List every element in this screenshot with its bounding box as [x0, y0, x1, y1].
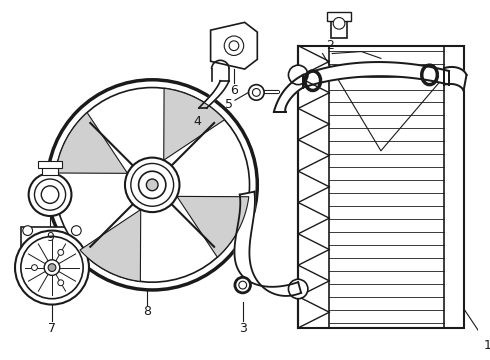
Text: 9: 9: [46, 231, 54, 244]
Circle shape: [72, 226, 81, 235]
Circle shape: [44, 260, 60, 275]
Circle shape: [239, 281, 246, 289]
Polygon shape: [56, 113, 127, 174]
Circle shape: [47, 80, 257, 290]
Circle shape: [139, 171, 166, 198]
Circle shape: [235, 277, 250, 293]
Polygon shape: [444, 67, 466, 90]
Circle shape: [21, 237, 83, 299]
Circle shape: [23, 226, 32, 235]
Circle shape: [34, 179, 66, 210]
Polygon shape: [177, 197, 249, 257]
Polygon shape: [164, 88, 224, 160]
Text: 1: 1: [484, 339, 490, 352]
Bar: [331, 18, 347, 38]
Text: 7: 7: [48, 323, 56, 336]
Circle shape: [31, 265, 37, 270]
Circle shape: [289, 65, 308, 85]
Text: 2: 2: [326, 39, 334, 52]
Text: 6: 6: [230, 84, 238, 97]
Circle shape: [58, 280, 64, 286]
Polygon shape: [80, 210, 141, 282]
Circle shape: [28, 173, 72, 216]
Polygon shape: [303, 62, 449, 87]
Bar: [38, 161, 62, 168]
Circle shape: [252, 89, 260, 96]
Bar: [327, 12, 351, 21]
Text: 4: 4: [193, 115, 201, 128]
Bar: [42, 167, 58, 175]
Polygon shape: [199, 81, 229, 108]
Text: 8: 8: [144, 305, 151, 318]
Circle shape: [147, 179, 158, 191]
Polygon shape: [235, 192, 301, 296]
Circle shape: [55, 87, 249, 282]
Polygon shape: [211, 22, 257, 69]
Bar: [298, 46, 464, 328]
Circle shape: [125, 158, 179, 212]
Circle shape: [224, 36, 244, 55]
Circle shape: [15, 231, 89, 305]
Circle shape: [131, 163, 173, 206]
Text: 3: 3: [239, 323, 246, 336]
Circle shape: [229, 41, 239, 51]
Circle shape: [58, 249, 64, 255]
Circle shape: [333, 18, 345, 29]
Circle shape: [289, 279, 308, 299]
Circle shape: [48, 264, 56, 271]
Text: 5: 5: [225, 98, 233, 111]
Bar: [21, 227, 83, 275]
Circle shape: [248, 85, 264, 100]
Polygon shape: [274, 75, 303, 112]
Circle shape: [41, 186, 59, 203]
